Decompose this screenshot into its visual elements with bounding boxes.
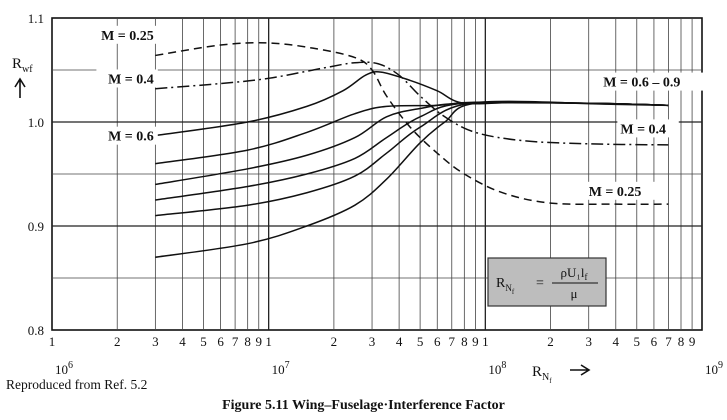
series-line-2 [155, 61, 669, 146]
x-tick-label: 8 [461, 334, 468, 349]
x-tick-label: 6 [434, 334, 441, 349]
x-decade-label: 109 [705, 360, 723, 377]
x-tick-label: 3 [369, 334, 376, 349]
x-axis-title: RNf [532, 364, 552, 385]
x-tick-label: 5 [200, 334, 207, 349]
curve-label: M = 0.6 [108, 130, 154, 145]
formula-numerator: ρU₁lf [560, 265, 587, 282]
y-tick-label: 0.8 [28, 323, 44, 338]
series-line-1 [155, 42, 669, 206]
source-note: Reproduced from Ref. 5.2 [6, 377, 148, 392]
curve-label: M = 0.6 – 0.9 [603, 76, 680, 91]
series-line-8 [155, 101, 669, 258]
x-tick-label: 4 [179, 334, 186, 349]
x-tick-label: 1 [265, 334, 272, 349]
formula-equals: = [536, 276, 544, 291]
y-tick-label: 1.0 [28, 115, 44, 130]
x-tick-label: 9 [472, 334, 479, 349]
x-tick-label: 9 [689, 334, 696, 349]
curves [155, 42, 669, 258]
x-decade-label: 106 [55, 360, 73, 377]
axis-titles: Rwf RNf [12, 56, 591, 385]
up-arrow-icon [14, 77, 26, 98]
x-tick-label: 9 [256, 334, 263, 349]
x-tick-label: 8 [678, 334, 685, 349]
x-tick-label: 3 [585, 334, 592, 349]
curve-label: M = 0.25 [589, 185, 642, 200]
x-tick-label: 6 [217, 334, 224, 349]
x-tick-label: 4 [613, 334, 620, 349]
annotation-backdrop [96, 69, 158, 88]
right-arrow-icon [570, 364, 591, 376]
formula-denominator: μ [571, 286, 578, 301]
x-tick-label: 5 [417, 334, 424, 349]
x-decade-label: 108 [488, 360, 506, 377]
x-tick-label: 4 [396, 334, 403, 349]
x-decade-label: 107 [272, 360, 290, 377]
x-tick-label: 3 [152, 334, 159, 349]
x-tick-label: 2 [114, 334, 121, 349]
x-tick-label: 2 [331, 334, 338, 349]
x-tick-label: 7 [449, 334, 456, 349]
x-tick-label: 6 [651, 334, 658, 349]
x-tick-label: 7 [665, 334, 672, 349]
curve-label: M = 0.25 [101, 29, 154, 44]
x-tick-label: 7 [232, 334, 239, 349]
y-tick-label: 1.1 [28, 11, 44, 26]
curve-label: M = 0.4 [108, 72, 154, 87]
annotation-backdrop [617, 119, 679, 138]
x-tick-label: 8 [244, 334, 251, 349]
x-tick-label: 1 [482, 334, 489, 349]
formula-box-frame [487, 257, 607, 307]
y-tick-label: 0.9 [28, 219, 44, 234]
x-tick-label: 5 [634, 334, 641, 349]
annotation-backdrop [96, 126, 158, 145]
figure-caption: Figure 5.11 Wing–Fuselage·Interference F… [222, 398, 505, 413]
curve-annotations: M = 0.25 M = 0.4 M = 0.6 M = 0.6 – 0.9 M = 0… [88, 25, 711, 200]
x-tick-label: 2 [547, 334, 554, 349]
curve-label: M = 0.4 [620, 122, 666, 137]
annotation-backdrop [600, 72, 711, 91]
y-axis-title: Rwf [12, 56, 33, 75]
annotation-backdrop [585, 181, 656, 200]
x-tick-label: 1 [49, 334, 56, 349]
annotation-backdrop [88, 25, 158, 44]
